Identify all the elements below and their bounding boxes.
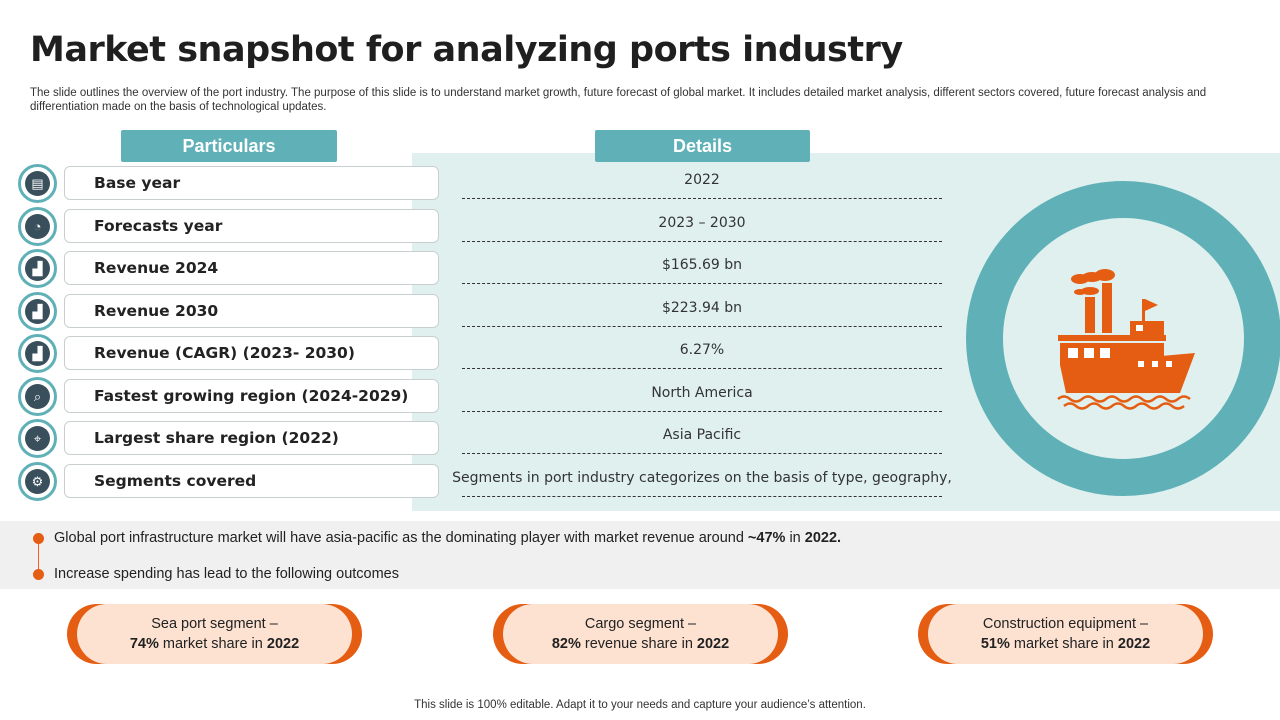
forecast-chart-icon-frame: ◔ [18,207,57,246]
region-search-icon-frame: ⌕ [18,377,57,416]
table-row: ▟ Revenue 2024 $165.69 bn [0,249,1280,288]
row-value: $223.94 bn [661,300,743,316]
region-location-icon-frame: ⌖ [18,419,57,458]
row-label: Revenue 2024 [64,251,439,285]
construction-equipment-pill: Construction equipment – 51% market shar… [918,604,1213,664]
region-location-icon: ⌖ [25,426,50,451]
cargo-segment-pill: Cargo segment – 82% revenue share in 202… [493,604,788,664]
cagr-chart-icon-frame: ▟ [18,334,57,373]
particulars-header: Particulars [121,130,337,162]
row-divider [462,283,942,284]
bullet-connector [38,540,39,574]
bullet-text-1: Global port infrastructure market will h… [54,530,842,546]
row-value: 2022 [684,172,720,188]
details-header: Details [595,130,810,162]
pill-percent: 51% [980,636,1010,652]
footer-note: This slide is 100% editable. Adapt it to… [414,699,866,711]
forecast-chart-icon: ◔ [25,214,50,239]
row-divider [462,241,942,242]
table-row: ▤ Base year 2022 [0,164,1280,203]
page-title: Market snapshot for analyzing ports indu… [30,30,903,70]
table-row: ▟ Revenue (CAGR) (2023- 2030) 6.27% [0,334,1280,373]
row-value: Segments in port industry categorizes on… [452,470,952,486]
pill-percent: 74% [129,636,159,652]
table-row: ⌖ Largest share region (2022) Asia Pacific [0,419,1280,458]
row-value: Asia Pacific [662,427,742,443]
row-divider [462,368,942,369]
table-row: ⚙ Segments covered Segments in port indust… [0,462,1280,501]
revenue-growth-icon-frame: ▟ [18,249,57,288]
table-row: ▟ Revenue 2030 $223.94 bn [0,292,1280,331]
region-search-icon: ⌕ [25,384,50,409]
row-label: Largest share region (2022) [64,421,439,455]
revenue-growth-icon: ▟ [25,299,50,324]
row-label: Revenue 2030 [64,294,439,328]
row-label: Segments covered [64,464,439,498]
row-label: Base year [64,166,439,200]
row-value: 2023 – 2030 [658,215,746,231]
row-label: Revenue (CAGR) (2023- 2030) [64,336,439,370]
segments-gear-icon: ⚙ [25,469,50,494]
row-divider [462,453,942,454]
row-label: Forecasts year [64,209,439,243]
pill-title: Cargo segment – [584,616,697,632]
pill-title: Construction equipment – [982,616,1149,632]
cagr-chart-icon: ▟ [25,341,50,366]
page-subtitle: The slide outlines the overview of the p… [30,87,1207,113]
bullet-text-2: Increase spending has lead to the follow… [54,566,399,582]
row-divider [462,326,942,327]
ship-icon [1057,269,1195,410]
pill-percent: 82% [551,636,581,652]
key-points-panel [0,521,1280,589]
segments-gear-icon-frame: ⚙ [18,462,57,501]
table-row: ◔ Forecasts year 2023 – 2030 [0,207,1280,246]
revenue-growth-icon: ▟ [25,256,50,281]
row-label: Fastest growing region (2024-2029) [64,379,439,413]
row-value: 6.27% [679,342,725,358]
table-row: ⌕ Fastest growing region (2024-2029) North… [0,377,1280,416]
row-divider [462,496,942,497]
row-value: North America [651,385,753,401]
sea-port-segment-pill: Sea port segment – 74% market share in 2… [67,604,362,664]
calendar-card-icon: ▤ [25,171,50,196]
bullet-dot [33,533,44,544]
pill-title: Sea port segment – [151,616,278,632]
bullet-dot [33,569,44,580]
calendar-card-icon-frame: ▤ [18,164,57,203]
row-divider [462,198,942,199]
row-divider [462,411,942,412]
revenue-growth-icon-frame: ▟ [18,292,57,331]
row-value: $165.69 bn [661,257,743,273]
